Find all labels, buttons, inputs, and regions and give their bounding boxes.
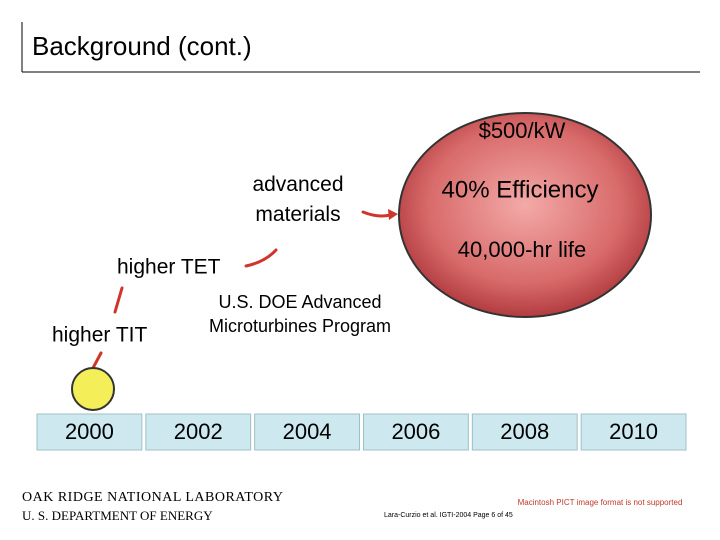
line: U.S. DOE Advanced [218, 292, 381, 312]
timeline-year: 2010 [609, 419, 658, 444]
timeline: 2000 2002 2004 2006 2008 2010 [36, 413, 687, 451]
timeline-year: 2006 [391, 419, 440, 444]
goal-efficiency: 40% Efficiency [442, 176, 599, 203]
connector [244, 248, 278, 268]
timeline-cell [145, 413, 252, 451]
step-label: higher TIT [52, 324, 147, 347]
org-name: OAK RIDGE NATIONAL LABORATORY [22, 490, 283, 505]
line: advanced [252, 173, 343, 196]
timeline-cell [36, 413, 143, 451]
image-placeholder-text: Macintosh PICT image format is not suppo… [518, 498, 683, 507]
slide-title: Background (cont.) [32, 31, 252, 61]
line: Microturbines Program [209, 316, 391, 336]
image-placeholder [548, 492, 651, 514]
connector [113, 286, 124, 314]
connector [91, 351, 103, 370]
arrowhead [388, 209, 398, 220]
connector [361, 210, 392, 218]
timeline-year: 2000 [65, 419, 114, 444]
timeline-year: 2004 [283, 419, 332, 444]
timeline-year: 2008 [500, 419, 549, 444]
timeline-cell [254, 413, 361, 451]
timeline-cell [471, 413, 578, 451]
start-marker [71, 367, 115, 411]
line: materials [255, 203, 340, 226]
timeline-year: 2002 [174, 419, 223, 444]
org-name: U. S. DEPARTMENT OF ENERGY [22, 508, 213, 523]
timeline-cell [363, 413, 469, 451]
program-label: U.S. DOE Advanced Microturbines Program [209, 292, 391, 336]
step-label: higher TET [117, 256, 221, 279]
citation: Lara-Curzio et al. IGTI-2004 Page 6 of 4… [384, 512, 513, 519]
goal-ellipse [398, 112, 652, 318]
goal-cost: $500/kW [479, 118, 566, 143]
timeline-cell [580, 413, 687, 451]
step-label: advanced materials [252, 173, 343, 226]
goal-life: 40,000-hr life [458, 237, 586, 262]
